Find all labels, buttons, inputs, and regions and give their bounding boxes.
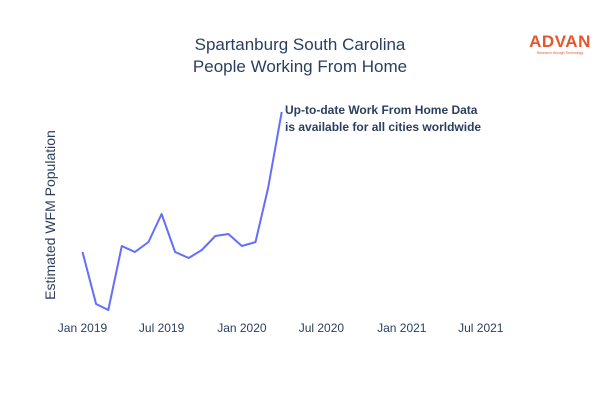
plot-area: [81, 111, 283, 311]
x-tick-label: Jul 2020: [299, 321, 345, 335]
logo-wordmark: ADVAN: [529, 32, 591, 51]
chart-title-line-2: People Working From Home: [192, 57, 408, 76]
x-tick-label: Jan 2021: [377, 321, 427, 335]
y-axis-title: Estimated WFM Population: [42, 130, 58, 300]
chart-annotation: Up-to-date Work From Home Data is availa…: [285, 102, 481, 136]
advan-logo: ADVAN Research through Technology: [526, 33, 594, 56]
x-axis-ticks: Jan 2019 Jul 2019 Jan 2020 Jul 2020 Jan 2021…: [58, 321, 504, 335]
chart-title: Spartanburg South Carolina People Workin…: [0, 34, 600, 78]
logo-tagline: Research through Technology: [536, 51, 584, 55]
x-tick-label: Jul 2019: [139, 321, 185, 335]
chart-title-line-1: Spartanburg South Carolina: [194, 35, 406, 54]
series-line: [81, 111, 283, 311]
x-tick-label: Jan 2019: [58, 321, 108, 335]
annotation-line-2: is available for all cities worldwide: [285, 120, 482, 134]
x-tick-label: Jan 2020: [217, 321, 267, 335]
annotation-line-1: Up-to-date Work From Home Data: [285, 103, 478, 117]
x-tick-label: Jul 2021: [458, 321, 504, 335]
